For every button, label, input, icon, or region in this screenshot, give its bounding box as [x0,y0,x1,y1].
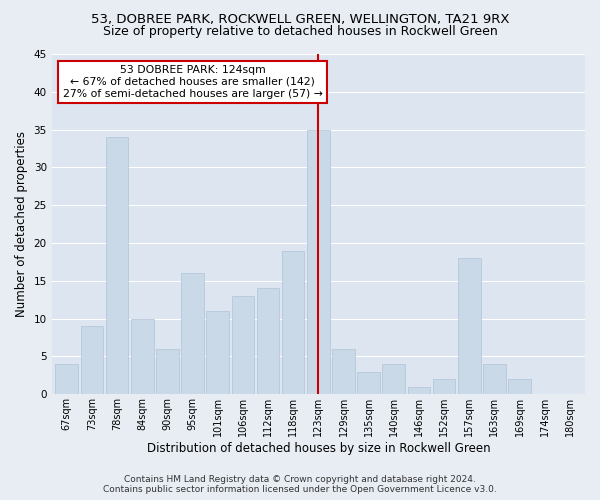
Bar [55,364,78,394]
Bar [458,258,481,394]
Bar [80,326,103,394]
Bar [407,386,430,394]
Text: 53, DOBREE PARK, ROCKWELL GREEN, WELLINGTON, TA21 9RX: 53, DOBREE PARK, ROCKWELL GREEN, WELLING… [91,12,509,26]
Bar [358,372,380,394]
Bar [483,364,506,394]
Bar [382,364,405,394]
Text: Size of property relative to detached houses in Rockwell Green: Size of property relative to detached ho… [103,25,497,38]
Bar [106,137,128,394]
Bar [131,318,154,394]
Bar [307,130,329,394]
Bar [206,311,229,394]
Bar [282,250,304,394]
Bar [433,379,455,394]
Bar [181,274,204,394]
Bar [508,379,531,394]
Bar [232,296,254,394]
Text: Contains HM Land Registry data © Crown copyright and database right 2024.
Contai: Contains HM Land Registry data © Crown c… [103,474,497,494]
Bar [156,349,179,395]
Bar [332,349,355,395]
Text: 53 DOBREE PARK: 124sqm
← 67% of detached houses are smaller (142)
27% of semi-de: 53 DOBREE PARK: 124sqm ← 67% of detached… [62,66,322,98]
X-axis label: Distribution of detached houses by size in Rockwell Green: Distribution of detached houses by size … [146,442,490,455]
Bar [257,288,280,395]
Y-axis label: Number of detached properties: Number of detached properties [15,131,28,317]
